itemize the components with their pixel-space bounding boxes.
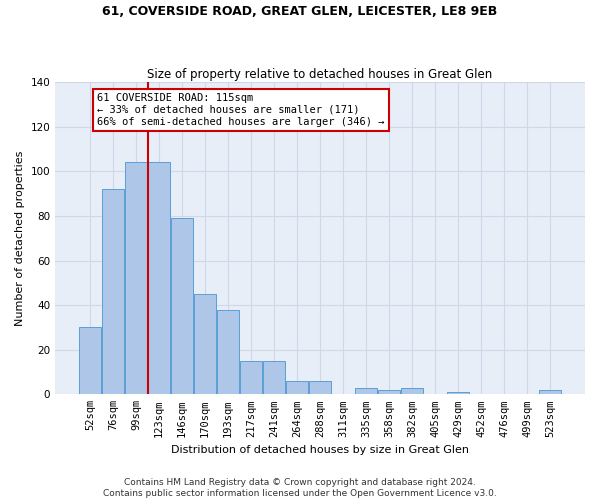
Bar: [148, 162, 170, 394]
Y-axis label: Number of detached properties: Number of detached properties: [15, 150, 25, 326]
Bar: [309, 381, 331, 394]
Bar: [378, 390, 400, 394]
Bar: [401, 388, 423, 394]
Bar: [355, 388, 377, 394]
Bar: [240, 361, 262, 394]
Bar: [539, 390, 561, 394]
Bar: [79, 328, 101, 394]
Text: 61, COVERSIDE ROAD, GREAT GLEN, LEICESTER, LE8 9EB: 61, COVERSIDE ROAD, GREAT GLEN, LEICESTE…: [103, 5, 497, 18]
Bar: [171, 218, 193, 394]
Text: Contains HM Land Registry data © Crown copyright and database right 2024.
Contai: Contains HM Land Registry data © Crown c…: [103, 478, 497, 498]
Bar: [217, 310, 239, 394]
Bar: [125, 162, 147, 394]
Bar: [447, 392, 469, 394]
Bar: [286, 381, 308, 394]
X-axis label: Distribution of detached houses by size in Great Glen: Distribution of detached houses by size …: [171, 445, 469, 455]
Bar: [102, 189, 124, 394]
Text: 61 COVERSIDE ROAD: 115sqm
← 33% of detached houses are smaller (171)
66% of semi: 61 COVERSIDE ROAD: 115sqm ← 33% of detac…: [97, 94, 385, 126]
Bar: [194, 294, 216, 394]
Bar: [263, 361, 285, 394]
Title: Size of property relative to detached houses in Great Glen: Size of property relative to detached ho…: [148, 68, 493, 81]
